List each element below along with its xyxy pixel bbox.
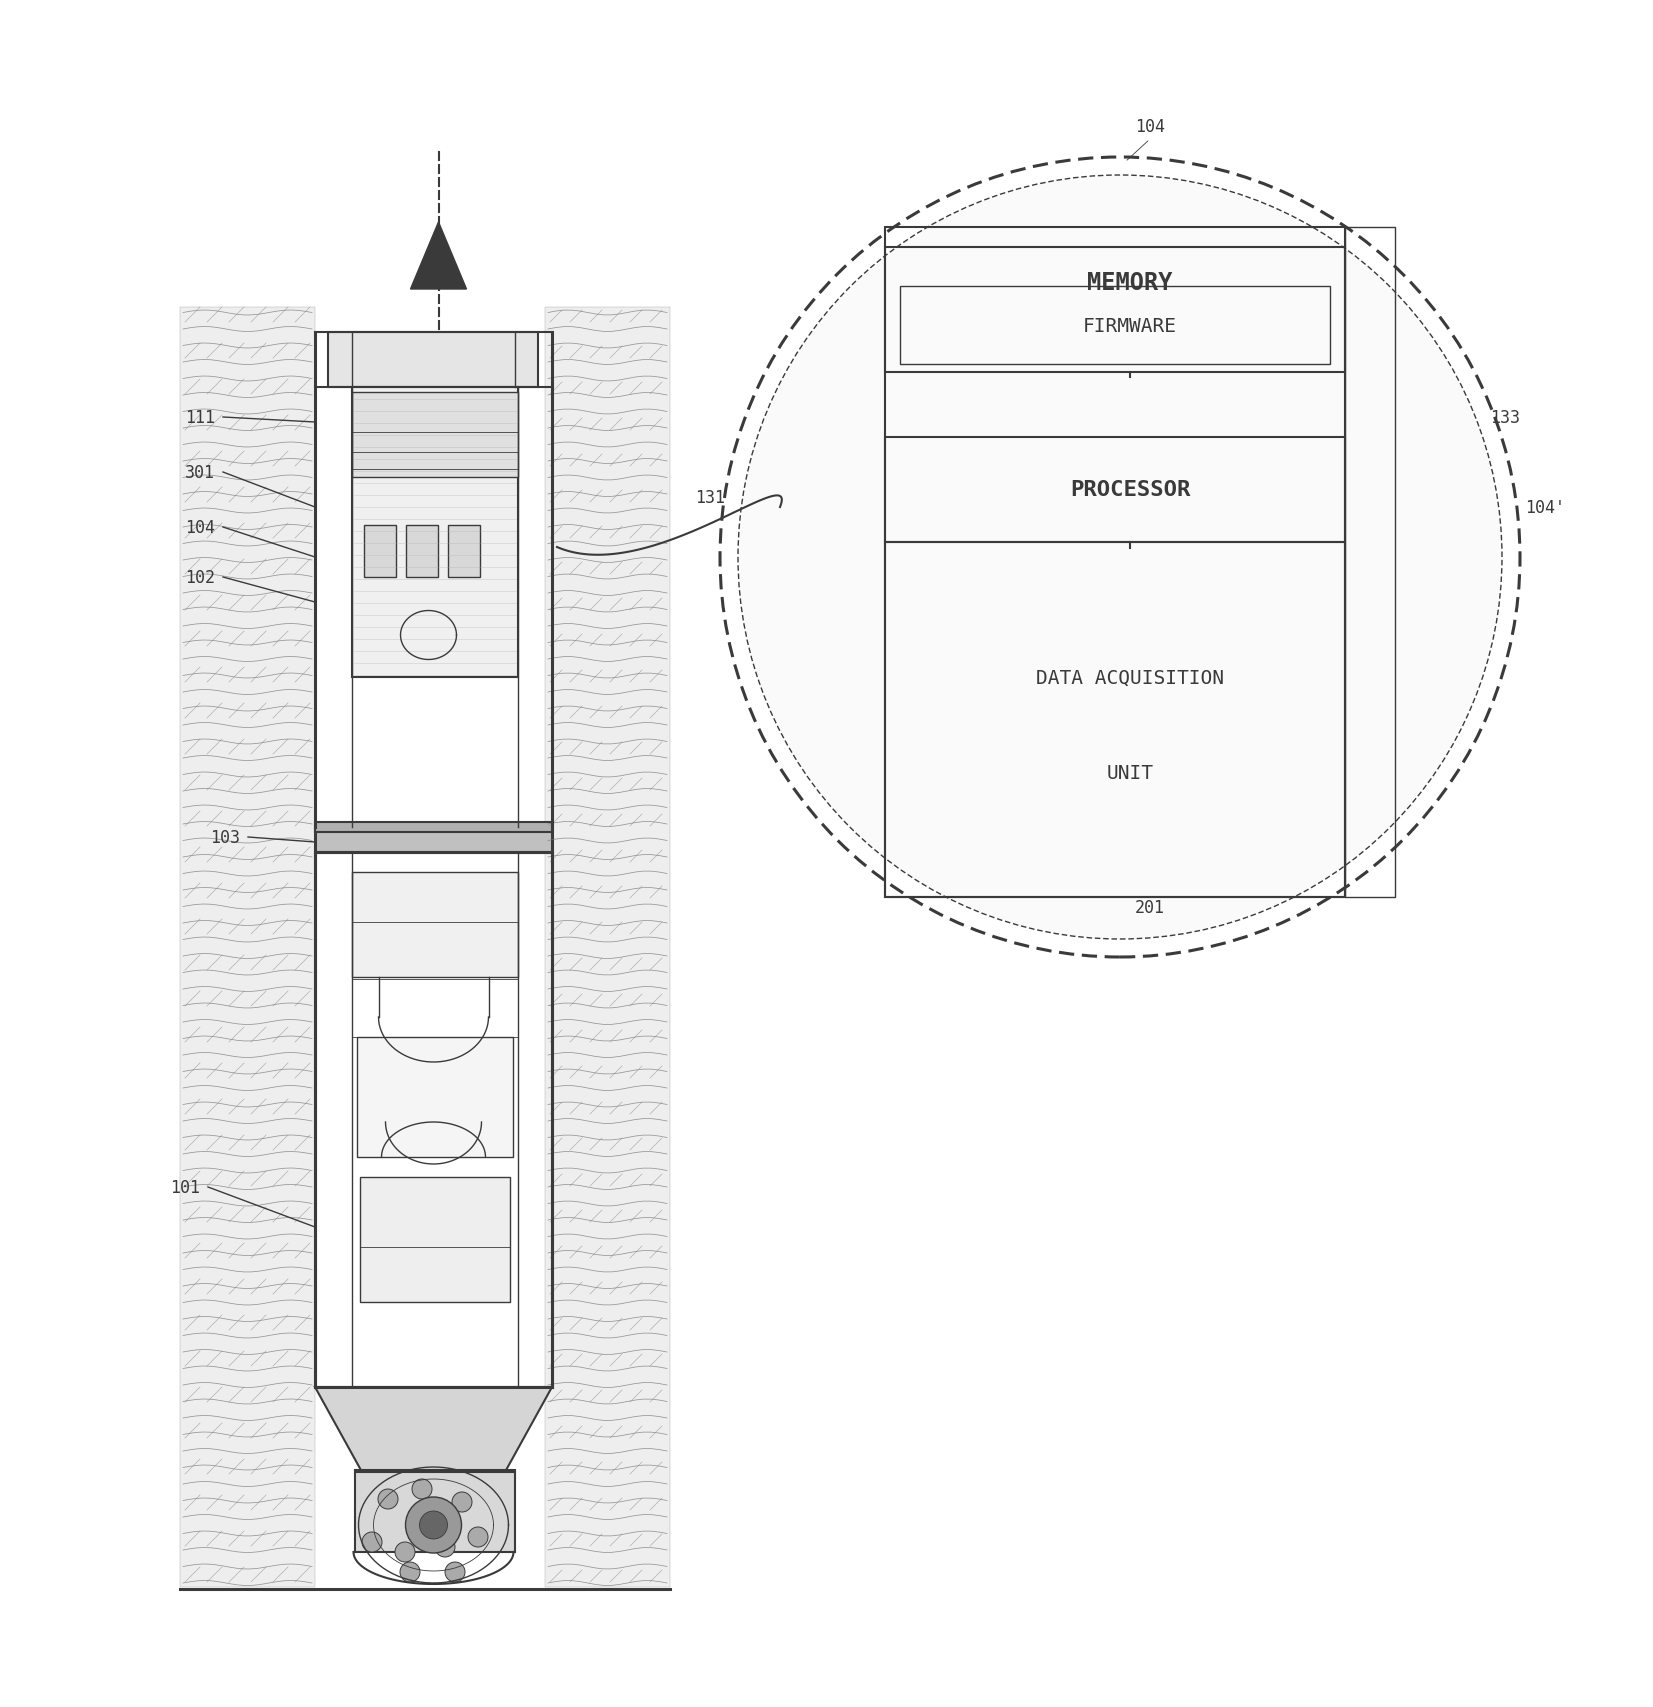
Polygon shape [352, 872, 517, 978]
Polygon shape [360, 1178, 511, 1302]
Text: PROCESSOR: PROCESSOR [1069, 480, 1190, 500]
Circle shape [379, 1489, 398, 1509]
Circle shape [412, 1480, 431, 1499]
Polygon shape [357, 1038, 512, 1157]
Polygon shape [355, 1470, 516, 1552]
Polygon shape [410, 224, 466, 290]
Polygon shape [448, 526, 479, 577]
Polygon shape [327, 333, 537, 387]
Circle shape [435, 1536, 455, 1557]
Polygon shape [316, 1388, 552, 1471]
Text: UNIT: UNIT [1106, 763, 1154, 784]
Circle shape [451, 1492, 473, 1512]
Polygon shape [545, 307, 669, 1588]
Text: DATA ACQUISITION: DATA ACQUISITION [1036, 667, 1223, 686]
Text: 301: 301 [185, 464, 215, 481]
Polygon shape [352, 387, 517, 678]
Text: FIRMWARE: FIRMWARE [1083, 316, 1177, 335]
Text: 101: 101 [170, 1178, 200, 1197]
Text: 104': 104' [1526, 498, 1565, 517]
Text: 102: 102 [185, 568, 215, 587]
Polygon shape [352, 393, 517, 478]
Circle shape [405, 1497, 461, 1553]
Text: 131: 131 [694, 488, 726, 507]
Circle shape [737, 176, 1503, 939]
Polygon shape [316, 823, 552, 833]
Text: 111: 111 [185, 408, 215, 427]
Text: MEMORY: MEMORY [1088, 271, 1172, 295]
Polygon shape [316, 824, 552, 852]
Text: 103: 103 [210, 828, 240, 847]
Polygon shape [407, 526, 438, 577]
Circle shape [468, 1528, 488, 1547]
Circle shape [420, 1511, 448, 1540]
Circle shape [445, 1562, 464, 1582]
Text: 201: 201 [1136, 898, 1165, 917]
Circle shape [395, 1541, 415, 1562]
Text: 133: 133 [1489, 408, 1521, 427]
Polygon shape [180, 307, 316, 1588]
Circle shape [400, 1562, 420, 1582]
Text: 104: 104 [185, 519, 215, 536]
Circle shape [362, 1533, 382, 1552]
Text: 104: 104 [1136, 118, 1165, 137]
Polygon shape [364, 526, 397, 577]
